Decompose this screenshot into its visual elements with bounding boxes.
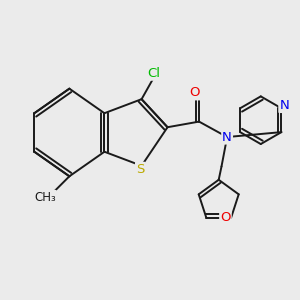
Text: O: O	[190, 86, 200, 99]
Text: N: N	[222, 130, 232, 143]
Text: S: S	[136, 163, 144, 176]
Text: N: N	[279, 99, 289, 112]
Text: CH₃: CH₃	[34, 191, 56, 204]
Text: O: O	[220, 211, 231, 224]
Text: Cl: Cl	[148, 67, 161, 80]
